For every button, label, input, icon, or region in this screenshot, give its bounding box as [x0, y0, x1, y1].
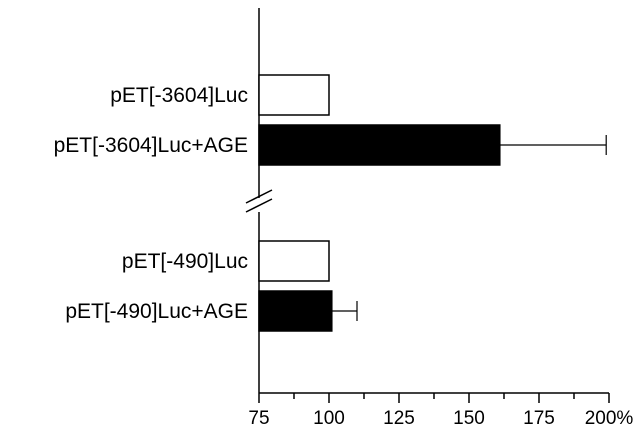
category-label-2: pET[-3604]Luc+AGE: [54, 134, 248, 157]
bar-3: [258, 240, 330, 282]
x-tick-label: 100: [313, 408, 345, 429]
x-tick-label: 125: [383, 408, 415, 429]
x-tick-label: 175: [523, 408, 555, 429]
x-tick-label: 200%: [585, 408, 634, 429]
x-tick-label: 150: [453, 408, 485, 429]
bars: pET[-3604]Luc pET[-3604]Luc+AGE pET[-490]L…: [54, 74, 607, 332]
bar-1: [258, 74, 330, 116]
x-axis-ticks: 75 100 125 150 175 200%: [248, 393, 633, 429]
y-axis: [245, 8, 273, 393]
bar-2: [258, 124, 501, 166]
category-label-1: pET[-3604]Luc: [110, 84, 248, 107]
bar-4: [258, 290, 333, 332]
category-label-3: pET[-490]Luc: [122, 250, 248, 273]
axis-break-mark-upper: [245, 189, 273, 204]
x-tick-label: 75: [248, 408, 269, 429]
axis-break-mark-lower: [245, 198, 273, 213]
category-label-4: pET[-490]Luc+AGE: [65, 300, 248, 323]
